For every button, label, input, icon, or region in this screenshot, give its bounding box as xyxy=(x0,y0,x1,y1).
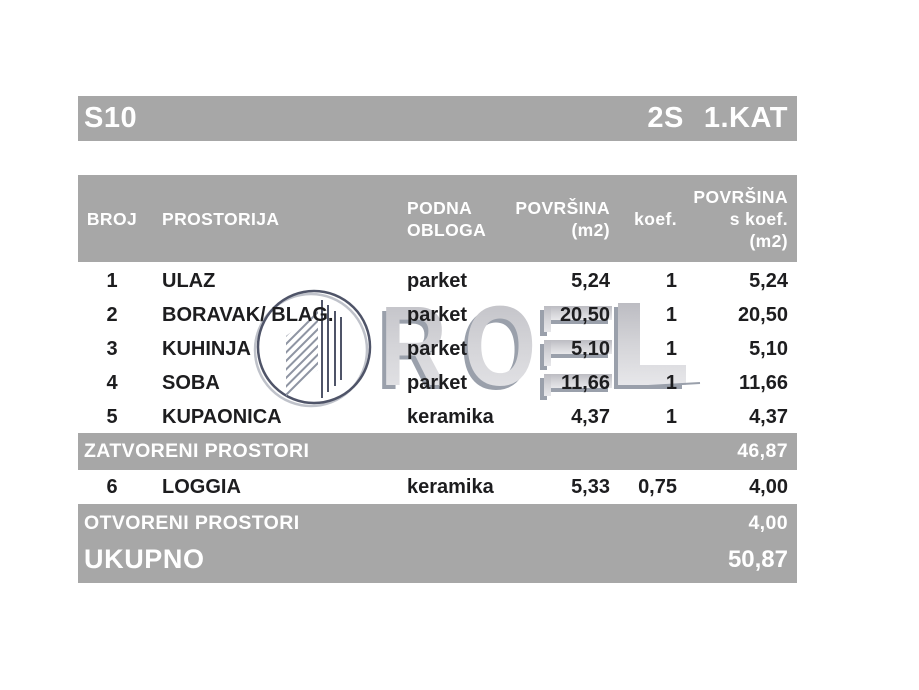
title-bar: S10 2S 1.KAT xyxy=(78,96,797,141)
cell-podna-obloga: keramika xyxy=(407,405,494,428)
cell-koef: 1 xyxy=(665,337,677,360)
summary-label: ZATVORENI PROSTORI xyxy=(84,440,310,462)
cell-prostorija: KUHINJA xyxy=(162,337,251,360)
cell-povrsina: 11,66 xyxy=(561,371,610,394)
cell-prostorija: BORAVAK/ BLAG. xyxy=(162,303,334,326)
summary-total-block: OTVORENI PROSTORI 4,00 UKUPNO 50,87 xyxy=(78,504,797,583)
watermark-letter-l xyxy=(613,303,701,389)
cell-povrsina: 5,24 xyxy=(571,269,610,292)
total-value: 50,87 xyxy=(727,545,788,573)
cell-prostorija: KUPAONICA xyxy=(162,405,282,428)
watermark-letter-r-shadow: R xyxy=(376,286,443,413)
cell-povrsina: 20,50 xyxy=(559,303,610,326)
watermark-letter-o: O xyxy=(464,282,536,409)
col-header-koef: koef. xyxy=(634,208,677,229)
cell-broj: 1 xyxy=(106,269,118,292)
cell-broj: 6 xyxy=(106,475,118,498)
summary-value: 4,00 xyxy=(748,512,788,534)
cell-podna-obloga: parket xyxy=(407,337,468,360)
total-label: UKUPNO xyxy=(84,544,205,574)
col-header-povrsina: POVRŠINA (m2) xyxy=(515,197,610,240)
table-row: 1 ULAZ parket 5,24 1 5,24 xyxy=(78,264,797,298)
summary-row-zatvoreni: ZATVORENI PROSTORI 46,87 xyxy=(78,433,797,470)
cell-povrsina-koef: 4,00 xyxy=(749,475,788,498)
cell-povrsina-koef: 5,24 xyxy=(749,269,788,292)
col-header-podna-obloga: PODNA OBLOGA xyxy=(407,197,487,240)
cell-koef: 1 xyxy=(665,269,677,292)
col-header-povrsina-koef: POVRŠINA s koef. (m2) xyxy=(693,186,788,251)
cell-povrsina: 4,37 xyxy=(571,405,610,428)
table-row: 5 KUPAONICA keramika 4,37 1 4,37 xyxy=(78,400,797,434)
cell-prostorija: LOGGIA xyxy=(162,475,241,498)
watermark-letter-o-shadow: O xyxy=(460,286,532,413)
building-circle-icon xyxy=(253,289,372,408)
watermark-letter-r: R xyxy=(380,282,447,409)
floor-label: 1.KAT xyxy=(703,102,788,134)
col-header-broj: BROJ xyxy=(86,208,138,229)
table-row: 2 BORAVAK/ BLAG. parket 20,50 1 20,50 xyxy=(78,298,797,332)
cell-koef: 1 xyxy=(665,371,677,394)
cell-prostorija: ULAZ xyxy=(162,269,216,292)
cell-broj: 3 xyxy=(106,337,118,360)
cell-koef: 1 xyxy=(665,303,677,326)
table-header: BROJ PROSTORIJA PODNA OBLOGA POVRŠINA (m… xyxy=(78,175,797,262)
cell-broj: 5 xyxy=(106,405,118,428)
cell-povrsina: 5,33 xyxy=(571,475,610,498)
cell-broj: 4 xyxy=(106,371,118,394)
watermark-letter-e xyxy=(540,306,612,400)
cell-podna-obloga: keramika xyxy=(407,475,494,498)
cell-podna-obloga: parket xyxy=(407,303,468,326)
cell-povrsina-koef: 11,66 xyxy=(739,371,788,394)
summary-row-otvoreni: OTVORENI PROSTORI 4,00 xyxy=(78,504,797,540)
cell-prostorija: SOBA xyxy=(162,371,220,394)
summary-row-ukupno: UKUPNO 50,87 xyxy=(78,540,797,583)
unit-label: S10 xyxy=(84,102,138,134)
cell-povrsina-koef: 5,10 xyxy=(749,337,788,360)
unit-meta: 2S 1.KAT xyxy=(647,102,788,135)
cell-povrsina: 5,10 xyxy=(571,337,610,360)
summary-value: 46,87 xyxy=(737,440,788,462)
summary-label: OTVORENI PROSTORI xyxy=(84,512,300,534)
unit-type-label: 2S xyxy=(647,102,684,134)
cell-podna-obloga: parket xyxy=(407,371,468,394)
table-row: 3 KUHINJA parket 5,10 1 5,10 xyxy=(78,332,797,366)
cell-povrsina-koef: 20,50 xyxy=(737,303,788,326)
cell-povrsina-koef: 4,37 xyxy=(749,405,788,428)
table-row: 4 SOBA parket 11,66 1 11,66 xyxy=(78,366,797,400)
table-row: 6 LOGGIA keramika 5,33 0,75 4,00 xyxy=(78,470,797,504)
roel-logo-watermark: R O R O xyxy=(253,282,701,413)
cell-podna-obloga: parket xyxy=(407,269,468,292)
cell-broj: 2 xyxy=(106,303,118,326)
cell-koef: 1 xyxy=(665,405,677,428)
cell-koef: 0,75 xyxy=(638,475,677,498)
col-header-prostorija: PROSTORIJA xyxy=(162,208,280,229)
